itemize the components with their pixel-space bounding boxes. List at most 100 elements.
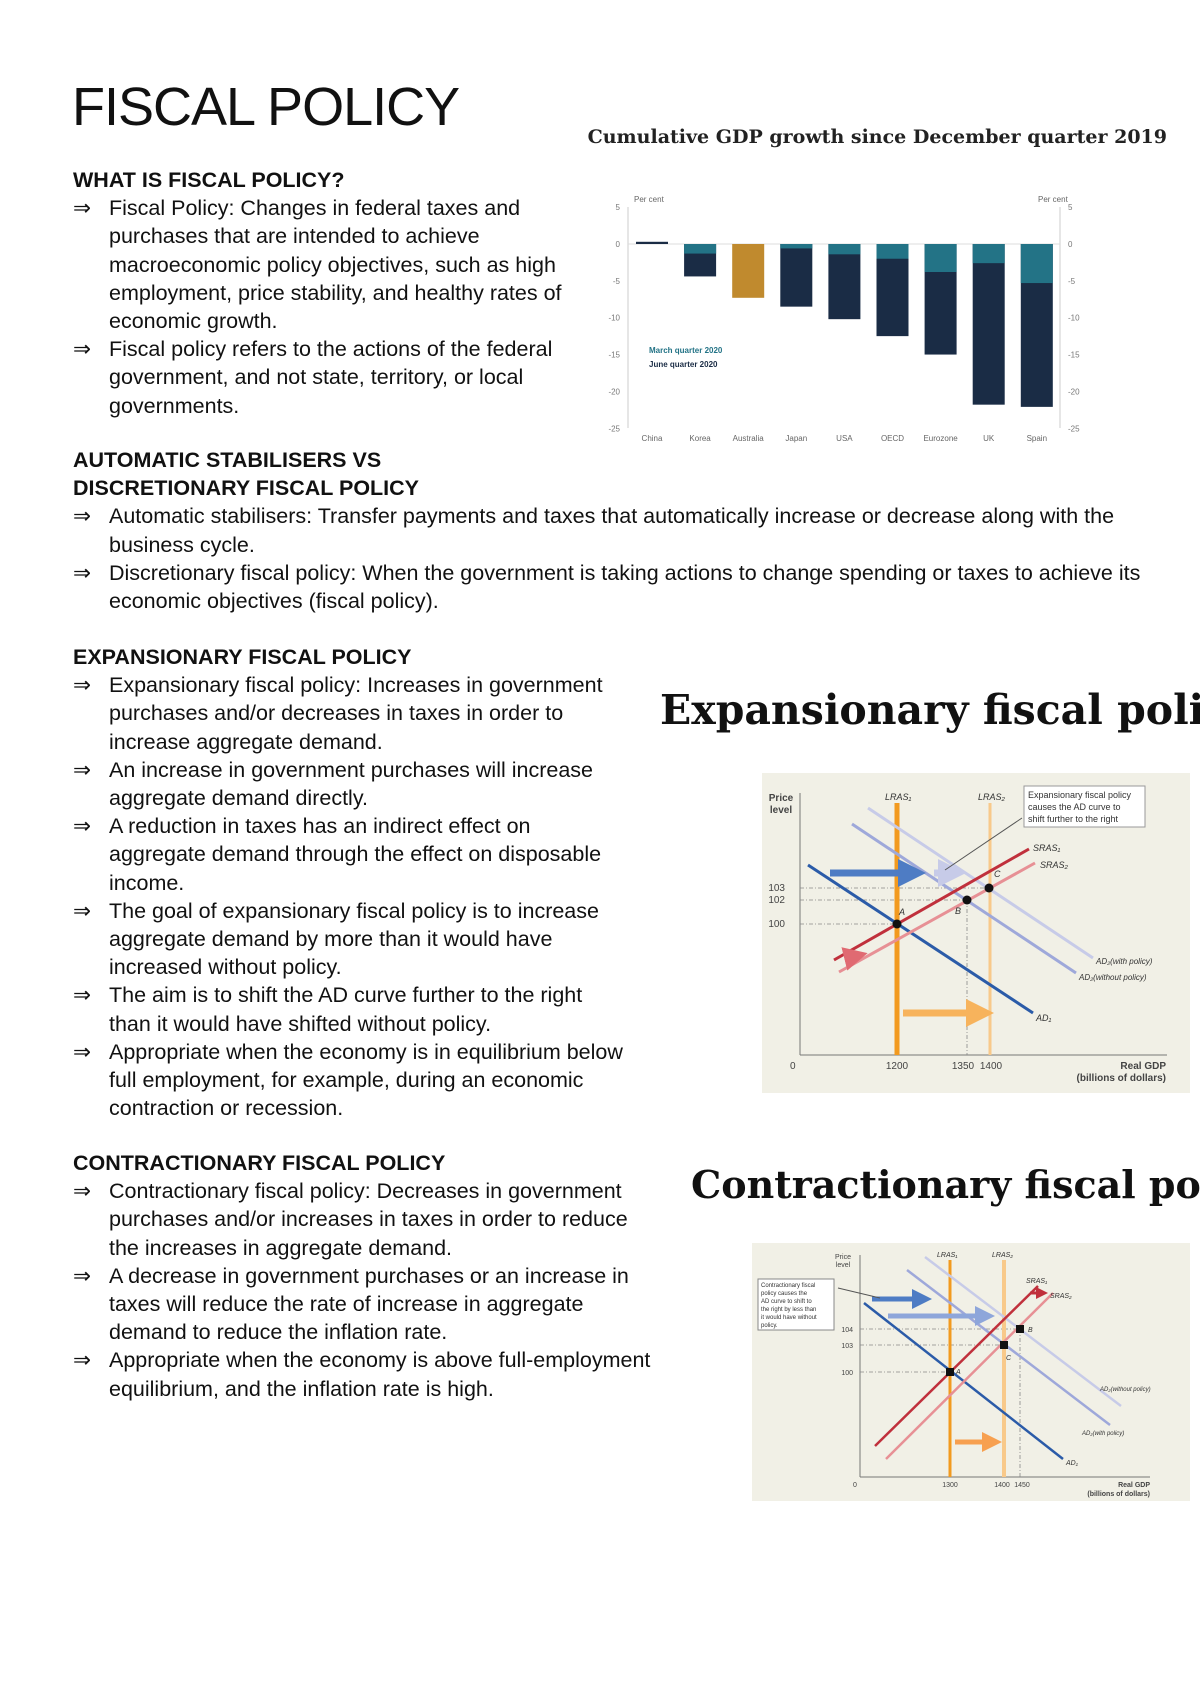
x-tick: 1450 xyxy=(1014,1482,1030,1489)
list-item: ⇒ Fiscal Policy: Changes in federal taxes… xyxy=(73,194,593,335)
y-tick-label: -15 xyxy=(608,351,620,360)
sras-shift-arrow xyxy=(841,947,868,971)
y-tick-label: 5 xyxy=(1068,203,1073,212)
arrow-bullet-icon: ⇒ xyxy=(73,1263,92,1288)
y-tick-label: 5 xyxy=(616,203,621,212)
expansionary-heading: Expansionary fiscal policy xyxy=(660,686,1200,734)
list-item: ⇒ Expansionary fiscal policy: Increases i… xyxy=(73,671,628,756)
x-axis-label-2: (billions of dollars) xyxy=(1087,1491,1150,1498)
y-tick-label: -25 xyxy=(1068,424,1080,433)
y-tick-label: -10 xyxy=(608,314,620,323)
list-item: ⇒ The goal of expansionary fiscal policy … xyxy=(73,897,628,982)
bar-japan-march xyxy=(780,244,813,249)
arrow-bullet-icon: ⇒ xyxy=(73,337,92,362)
ad2-with-label: AD₂(with policy) xyxy=(1081,1431,1124,1437)
chart-title: Cumulative GDP growth since December qua… xyxy=(588,126,1167,148)
point-b xyxy=(962,895,972,905)
ad2-with-policy-curve xyxy=(867,806,1094,960)
list-item-text: Appropriate when the economy is above fu… xyxy=(109,1348,651,1401)
ad1-label: AD₁ xyxy=(1035,1013,1052,1023)
arrow-bullet-icon: ⇒ xyxy=(73,560,92,585)
ad2-with-policy-curve xyxy=(906,1269,1111,1426)
sras2-label: SRAS₂ xyxy=(1040,860,1069,870)
bar-uk-june xyxy=(972,244,1005,405)
note-text: shift further to the right xyxy=(1028,814,1119,824)
gdp-growth-chart: Cumulative GDP growth since December qua… xyxy=(588,126,1167,443)
sras2-curve xyxy=(838,861,1036,974)
list-item: ⇒ Appropriate when the economy is in equi… xyxy=(73,1038,628,1123)
bar-japan-june xyxy=(780,244,813,307)
point-b-label: B xyxy=(1028,1327,1033,1334)
lras2-label: LRAS₂ xyxy=(992,1252,1013,1259)
list-item-text: The aim is to shift the AD curve further… xyxy=(109,983,583,1036)
x-axis-label: Real GDP xyxy=(1118,1482,1150,1489)
sras1-label: SRAS₁ xyxy=(1033,843,1061,853)
ad2-without-label: AD₂(without policy) xyxy=(1078,973,1147,982)
bar-korea-march xyxy=(684,244,717,254)
list-item: ⇒ Automatic stabilisers: Transfer payment… xyxy=(73,502,1153,558)
y-tick-label: -15 xyxy=(1068,351,1080,360)
bullet-list: ⇒ Contractionary fiscal policy: Decreases… xyxy=(73,1177,663,1403)
arrow-bullet-icon: ⇒ xyxy=(73,814,92,839)
bar-spain-march xyxy=(1020,244,1053,284)
note-text: causes the AD curve to xyxy=(1028,802,1121,812)
lras2-label: LRAS₂ xyxy=(978,792,1006,802)
list-item: ⇒ A reduction in taxes has an indirect ef… xyxy=(73,812,628,897)
note-text: the right by less than xyxy=(761,1307,816,1313)
origin-label: 0 xyxy=(790,1061,796,1072)
ad2-with-label: AD₂(with policy) xyxy=(1095,957,1153,966)
arrow-bullet-icon: ⇒ xyxy=(73,673,92,698)
x-tick: 1200 xyxy=(886,1061,909,1072)
bar-eurozone-march xyxy=(924,244,957,273)
y-axis-label-2: level xyxy=(836,1262,851,1269)
section-heading: WHAT IS FISCAL POLICY? xyxy=(73,168,345,192)
list-item-text: Expansionary fiscal policy: Increases in… xyxy=(109,673,603,754)
note-leader-line xyxy=(944,817,1023,871)
list-item: ⇒ Discretionary fiscal policy: When the g… xyxy=(73,559,1153,615)
section-heading: AUTOMATIC STABILISERS VS DISCRETIONARY F… xyxy=(73,448,420,501)
list-item-text: A decrease in government purchases or an… xyxy=(109,1263,629,1345)
point-a-label: A xyxy=(898,907,905,917)
point-c xyxy=(1000,1341,1008,1349)
section-heading: CONTRACTIONARY FISCAL POLICY xyxy=(73,1151,446,1175)
list-item: ⇒ A decrease in government purchases or a… xyxy=(73,1262,663,1347)
note-leader-line xyxy=(837,1287,881,1299)
origin-label: 0 xyxy=(853,1482,857,1489)
arrow-bullet-icon: ⇒ xyxy=(73,1179,92,1204)
x-tick-label: Australia xyxy=(733,434,765,443)
bar-oecd-march xyxy=(876,244,909,259)
y-tick-label: -5 xyxy=(613,277,621,286)
list-item: ⇒ Contractionary fiscal policy: Decreases… xyxy=(73,1177,663,1262)
bar-uk-march xyxy=(972,244,1005,264)
x-tick-label: Spain xyxy=(1027,434,1047,443)
x-tick: 1400 xyxy=(980,1061,1003,1072)
point-c-label: C xyxy=(1006,1355,1012,1362)
y-axis-label: Price xyxy=(835,1254,851,1261)
x-tick-label: OECD xyxy=(881,434,904,443)
note-text: it would have without xyxy=(761,1315,817,1321)
legend-march: March quarter 2020 xyxy=(649,346,723,355)
note-text: policy causes the xyxy=(761,1291,808,1297)
ad1-label: AD₁ xyxy=(1065,1460,1079,1467)
arrow-bullet-icon: ⇒ xyxy=(73,196,92,221)
list-item-text: Discretionary fiscal policy: When the go… xyxy=(109,560,1141,614)
y-tick-label: -10 xyxy=(1068,314,1080,323)
point-c xyxy=(984,883,994,893)
page-title: FISCAL POLICY xyxy=(72,77,460,137)
sras2-curve xyxy=(885,1292,1054,1460)
list-item: ⇒ Fiscal policy refers to the actions of … xyxy=(73,335,593,420)
y-tick: 100 xyxy=(841,1370,853,1377)
list-item: ⇒ Appropriate when the economy is above f… xyxy=(73,1346,663,1402)
section-what-is-fiscal-policy: WHAT IS FISCAL POLICY? ⇒ Fiscal Policy: Ch… xyxy=(73,166,593,420)
note-box xyxy=(757,1278,835,1331)
sras1-curve xyxy=(874,1285,1039,1447)
y-tick: 102 xyxy=(768,895,785,906)
lras1-label: LRAS₁ xyxy=(937,1252,958,1259)
bar-oecd-june xyxy=(876,244,909,337)
x-tick-label: Eurozone xyxy=(923,434,958,443)
x-tick-label: UK xyxy=(983,434,995,443)
arrow-bullet-icon: ⇒ xyxy=(73,1039,92,1064)
list-item-text: A reduction in taxes has an indirect eff… xyxy=(109,814,602,895)
